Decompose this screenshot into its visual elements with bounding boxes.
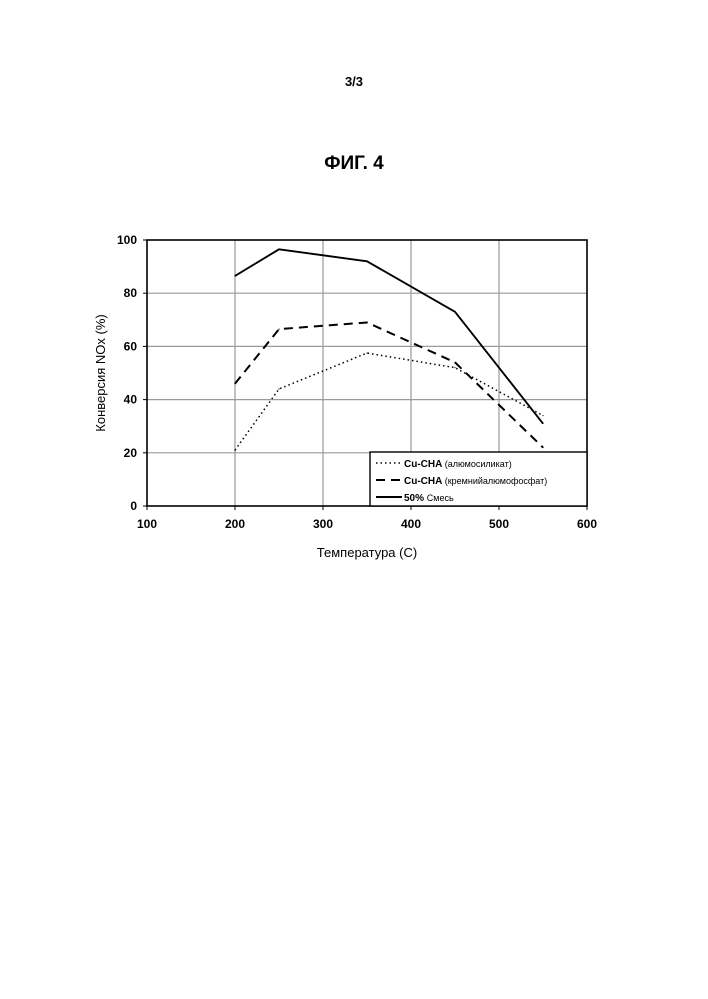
data-point-dotted bbox=[454, 367, 455, 368]
x-tick-label: 600 bbox=[577, 517, 597, 531]
data-point-solid bbox=[542, 423, 543, 424]
data-point-dashed bbox=[234, 383, 235, 384]
y-tick-label: 80 bbox=[124, 286, 138, 300]
x-tick-label: 500 bbox=[489, 517, 509, 531]
x-tick-label: 100 bbox=[137, 517, 157, 531]
data-point-solid bbox=[366, 261, 367, 262]
x-axis-label: Температура (С) bbox=[317, 545, 417, 560]
legend: Cu-CHA (алюмосиликат) Cu-CHA (кремнийалюм… bbox=[370, 452, 587, 506]
legend-label: Cu-CHA (алюмосиликат) bbox=[404, 459, 512, 470]
data-point-dashed bbox=[542, 447, 543, 448]
data-point-dotted bbox=[542, 415, 543, 416]
x-tick-label: 300 bbox=[313, 517, 333, 531]
y-tick-label: 0 bbox=[130, 499, 137, 513]
data-point-dashed bbox=[278, 329, 279, 330]
y-tick-label: 100 bbox=[117, 233, 137, 247]
data-point-solid bbox=[234, 275, 235, 276]
y-tick-label: 60 bbox=[124, 339, 138, 353]
data-point-solid bbox=[278, 249, 279, 250]
y-axis-label: Конверсия NOx (%) bbox=[93, 314, 108, 431]
x-tick-label: 200 bbox=[225, 517, 245, 531]
data-point-dotted bbox=[278, 388, 279, 389]
data-point-dashed bbox=[454, 362, 455, 363]
data-point-solid bbox=[454, 311, 455, 312]
legend-label: Cu-CHA (кремнийалюмофосфат) bbox=[404, 476, 547, 487]
legend-label: 50% Смесь bbox=[404, 493, 454, 504]
y-tick-label: 40 bbox=[124, 393, 138, 407]
data-point-dashed bbox=[366, 322, 367, 323]
y-tick-label: 20 bbox=[124, 446, 138, 460]
x-tick-label: 400 bbox=[401, 517, 421, 531]
data-point-dotted bbox=[366, 352, 367, 353]
data-point-dotted bbox=[234, 450, 235, 451]
